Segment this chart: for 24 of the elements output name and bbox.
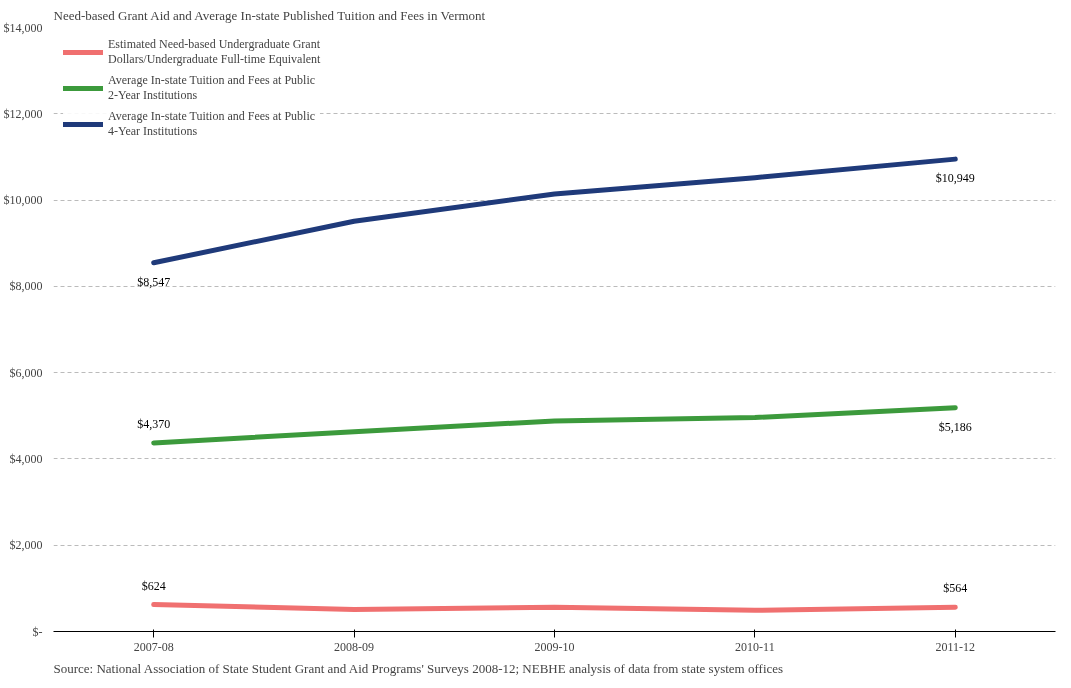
y-tick-label: $4,000 <box>9 451 43 466</box>
y-tick-label: $6,000 <box>9 365 43 380</box>
y-tick-label: $- <box>32 624 43 639</box>
y-tick-label: $12,000 <box>3 106 43 121</box>
y-tick-label: $14,000 <box>3 20 43 35</box>
legend-label: Average In-state Tuition and Fees at Public 4-Year Institutions <box>108 109 316 139</box>
data-label: $5,186 <box>938 419 972 434</box>
legend-label: Estimated Need-based Undergraduate Grant Dollars/Undergraduate Full-time Equivalent <box>108 37 321 67</box>
source-note: Source: National Association of State Student Grant and Aid Programs' Surveys 2008-12; NEBHE analysis of data from state system offices <box>53 660 784 676</box>
data-label: $4,370 <box>137 416 171 431</box>
y-tick-label: $8,000 <box>9 279 43 294</box>
x-tick-label: 2007-08 <box>133 639 174 654</box>
x-tick-label: 2010-11 <box>735 639 775 654</box>
data-label: $10,949 <box>935 171 975 186</box>
y-tick-label: $2,000 <box>9 538 43 553</box>
data-label: $564 <box>943 581 968 596</box>
y-tick-label: $10,000 <box>3 193 43 208</box>
data-label: $8,547 <box>137 274 171 289</box>
x-tick-label: 2008-09 <box>334 639 375 654</box>
x-tick-label: 2011-12 <box>935 639 976 654</box>
data-label: $624 <box>141 578 166 593</box>
chart-title: Need-based Grant Aid and Average In-state Published Tuition and Fees in Vermont <box>53 7 486 23</box>
legend-label: Average In-state Tuition and Fees at Public 2-Year Institutions <box>108 73 316 103</box>
x-tick-label: 2009-10 <box>534 639 575 654</box>
